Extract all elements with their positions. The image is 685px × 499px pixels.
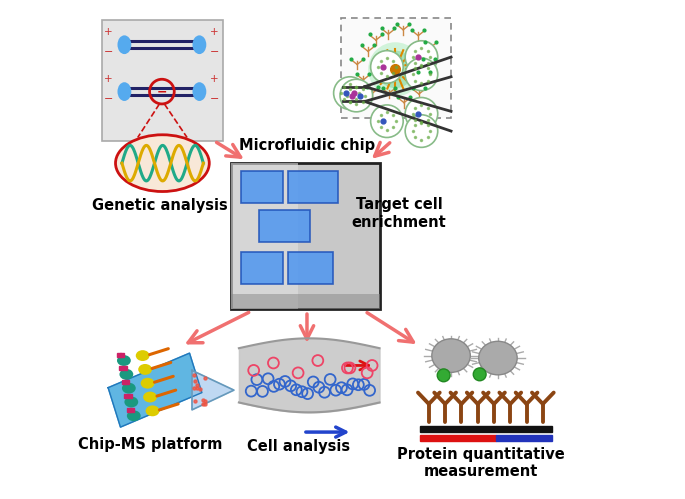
Circle shape: [371, 50, 403, 83]
Bar: [101, 20, 223, 141]
Bar: [497, 435, 551, 441]
Circle shape: [405, 97, 438, 130]
Ellipse shape: [146, 405, 160, 416]
Text: −: −: [210, 47, 219, 57]
Text: Target cell
enrichment: Target cell enrichment: [352, 197, 447, 230]
Ellipse shape: [118, 35, 132, 54]
FancyBboxPatch shape: [259, 210, 310, 242]
Ellipse shape: [117, 355, 131, 366]
Ellipse shape: [122, 383, 136, 394]
Ellipse shape: [192, 35, 206, 54]
Bar: [420, 426, 551, 432]
Text: +: +: [210, 27, 219, 37]
FancyBboxPatch shape: [340, 18, 451, 118]
Ellipse shape: [127, 410, 140, 421]
Text: −: −: [157, 85, 167, 98]
Ellipse shape: [116, 135, 210, 192]
Text: Genetic analysis: Genetic analysis: [92, 198, 228, 213]
Text: −: −: [210, 94, 219, 104]
Circle shape: [473, 368, 486, 381]
FancyBboxPatch shape: [241, 171, 284, 203]
Text: Microfluidic chip: Microfluidic chip: [239, 138, 375, 153]
Text: +: +: [104, 74, 112, 84]
Circle shape: [368, 42, 423, 96]
Ellipse shape: [140, 378, 155, 389]
Bar: [420, 435, 497, 441]
Bar: [232, 163, 298, 309]
Bar: [232, 294, 379, 309]
Ellipse shape: [479, 341, 517, 375]
Ellipse shape: [432, 339, 471, 372]
Circle shape: [340, 79, 373, 112]
Circle shape: [405, 58, 438, 91]
Circle shape: [405, 115, 438, 147]
Ellipse shape: [192, 82, 206, 101]
Text: −: −: [103, 94, 113, 104]
Text: Chip-MS platform: Chip-MS platform: [78, 437, 222, 452]
Ellipse shape: [138, 364, 152, 375]
FancyBboxPatch shape: [288, 171, 338, 203]
Text: −: −: [103, 47, 113, 57]
Circle shape: [437, 369, 450, 382]
FancyBboxPatch shape: [288, 252, 333, 284]
Text: Protein quantitative
measurement: Protein quantitative measurement: [397, 447, 564, 479]
Circle shape: [334, 77, 366, 109]
Ellipse shape: [119, 369, 134, 380]
Polygon shape: [192, 370, 234, 410]
Text: +: +: [104, 27, 112, 37]
Ellipse shape: [118, 82, 132, 101]
Polygon shape: [108, 353, 202, 427]
FancyBboxPatch shape: [241, 252, 284, 284]
Ellipse shape: [136, 350, 149, 361]
Circle shape: [371, 105, 403, 138]
Bar: [232, 163, 379, 309]
Text: +: +: [210, 74, 219, 84]
Ellipse shape: [125, 397, 138, 407]
Ellipse shape: [143, 392, 157, 403]
Circle shape: [377, 50, 414, 88]
Circle shape: [405, 41, 438, 73]
Text: Cell analysis: Cell analysis: [247, 440, 349, 455]
